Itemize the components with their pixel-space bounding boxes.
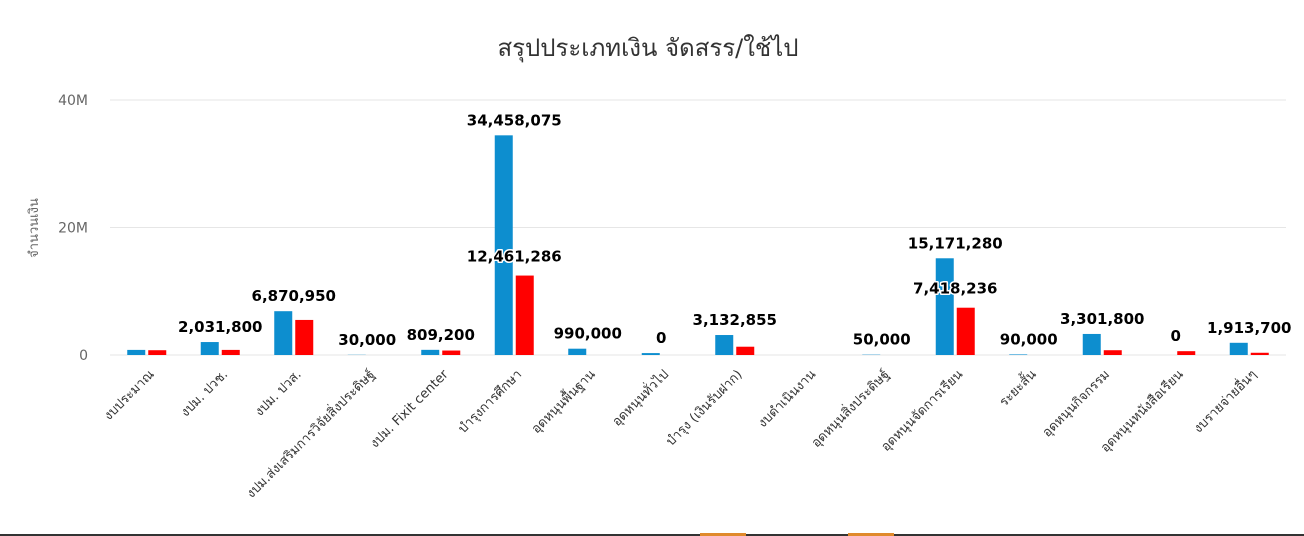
data-label: 12,461,286 — [467, 248, 562, 266]
data-label: 90,000 — [1000, 330, 1058, 348]
x-tick-label: งปม. Fixit center — [367, 367, 452, 452]
spent-bar — [221, 349, 240, 355]
data-label: 2,031,800 — [178, 318, 262, 336]
allocated-bar — [494, 135, 513, 355]
x-tick-label: บำรุง (เงินรับฝาก) — [664, 367, 746, 449]
allocated-bar — [200, 342, 219, 355]
data-label: 7,418,236 — [913, 280, 997, 298]
data-label: 809,200 — [407, 326, 475, 344]
data-label: 1,913,700 — [1207, 319, 1291, 337]
x-tick-label: ระยะสั้น — [995, 365, 1040, 410]
allocated-bar — [127, 349, 146, 355]
x-tick-label: งบรายจ่ายอื่นๆ — [1190, 366, 1261, 437]
x-tick-label: บำรุงการศึกษา — [456, 367, 525, 436]
y-tick-label: 20M — [58, 221, 88, 237]
allocated-bar — [1082, 333, 1101, 355]
allocated-bar — [1229, 342, 1248, 355]
allocated-bar — [421, 349, 440, 355]
bottom-tab-marker — [700, 533, 746, 536]
data-labels: 2,031,800 6,870,950 30,000 809,200 34,458,07… — [177, 110, 1293, 350]
x-tick-label: งปม. ปวช. — [178, 367, 231, 420]
data-label: 50,000 — [853, 331, 911, 349]
x-tick-label: อุดหนุนจัดการเรียน — [878, 366, 966, 454]
y-tick-label: 0 — [79, 348, 88, 364]
data-label: 15,171,280 — [908, 234, 1003, 252]
x-tick-label: อุดหนุนพื้นฐาน — [527, 365, 599, 437]
spent-bar — [736, 346, 755, 355]
y-axis-ticks: 0 20M 40M — [58, 93, 88, 364]
x-tick-label: งปม. ปวส. — [252, 367, 304, 419]
allocated-bar — [935, 258, 954, 355]
spent-bar — [148, 350, 167, 355]
spent-bar — [1250, 352, 1269, 355]
spent-bar — [1177, 351, 1196, 355]
spent-bar — [515, 275, 534, 355]
spent-bar — [442, 350, 461, 355]
allocated-bar — [641, 353, 660, 355]
data-label: 0 — [1171, 327, 1181, 345]
spent-bar — [1103, 350, 1122, 355]
data-label: 34,458,075 — [467, 111, 562, 129]
x-tick-label: งบประมาณ — [101, 367, 157, 423]
allocated-bar — [1009, 354, 1028, 355]
chart-title: สรุปประเภทเงิน จัดสรร/ใช้ไป — [497, 34, 798, 63]
allocated-bar — [274, 311, 293, 355]
allocated-bar — [715, 335, 734, 355]
spent-bar — [956, 307, 975, 355]
x-tick-label: งบดำเนินงาน — [755, 367, 819, 431]
y-axis-label: จำนวนเงิน — [27, 198, 42, 258]
data-label: 0 — [656, 329, 666, 347]
data-label: 30,000 — [338, 331, 396, 349]
x-tick-label: อุดหนุนกิจกรรม — [1040, 367, 1113, 440]
x-axis-ticks: งบประมาณ งปม. ปวช. งปม. ปวส.งปม.ส่งเสริมกา… — [101, 365, 1260, 501]
x-tick-label: งปม.ส่งเสริมการวิจัยสิ่งประดิษฐ์ — [242, 366, 378, 502]
bars — [127, 135, 1269, 355]
x-tick-label: อุดหนุนสิ่งประดิษฐ์ — [808, 366, 893, 451]
bottom-tab-marker — [848, 533, 894, 536]
spent-bar — [295, 319, 314, 355]
bottom-border — [0, 534, 1304, 536]
data-label: 990,000 — [554, 325, 622, 343]
y-tick-label: 40M — [58, 93, 88, 109]
allocated-bar — [568, 348, 587, 355]
data-label: 3,132,855 — [693, 311, 777, 329]
x-tick-label: อุดหนุนทั่วไป — [608, 366, 672, 430]
data-label: 3,301,800 — [1060, 310, 1144, 328]
data-label: 6,870,950 — [252, 287, 336, 305]
